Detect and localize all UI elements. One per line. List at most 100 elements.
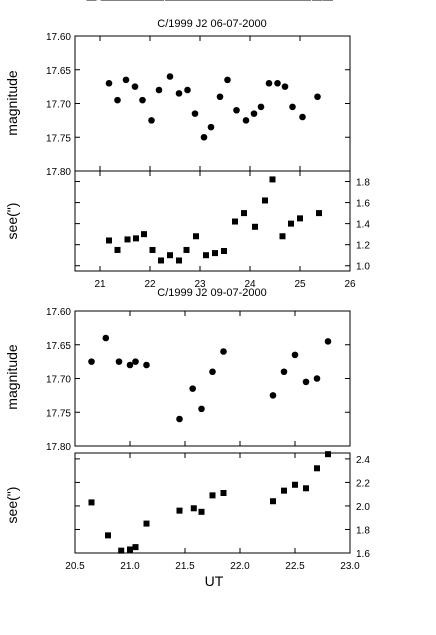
x-tick-label: 24 — [244, 279, 256, 290]
y-tick-label: 1.0 — [356, 262, 370, 273]
data-point — [88, 358, 95, 365]
y-tick-label: 17.70 — [46, 375, 71, 386]
data-point — [281, 83, 289, 90]
data-point — [118, 547, 125, 554]
data-point — [189, 385, 196, 392]
data-point — [212, 250, 218, 257]
data-point — [289, 103, 296, 111]
data-point — [176, 507, 183, 514]
data-point — [102, 334, 110, 342]
data-point — [209, 492, 216, 499]
data-point — [281, 487, 287, 494]
data-point — [131, 83, 139, 90]
chart-title: C/1999 J2 09-07-2000 — [157, 287, 266, 299]
y-axis-label: see(") — [4, 487, 20, 524]
x-tick-label: 25 — [294, 279, 306, 290]
data-point — [167, 252, 173, 259]
plot-frame — [74, 35, 351, 172]
data-point — [143, 520, 150, 527]
data-point — [203, 252, 209, 259]
x-tick-label: 26 — [344, 279, 356, 290]
data-point — [291, 351, 299, 359]
data-point — [303, 485, 309, 492]
data-point — [126, 361, 134, 369]
data-point — [221, 248, 227, 254]
data-point — [141, 231, 147, 238]
y-tick-label: 1.6 — [356, 549, 370, 560]
seeing-panel-1: 1.0 1.2 1.4 1.6 1.8 21 22 23 24 25 26 — [74, 170, 370, 290]
data-point — [257, 103, 265, 111]
data-point — [200, 133, 208, 141]
x-tick-label: 21 — [94, 279, 106, 290]
data-point — [176, 415, 183, 423]
data-point — [175, 90, 183, 97]
data-point — [139, 96, 146, 104]
data-point — [314, 93, 321, 101]
data-point — [198, 405, 205, 413]
data-point — [270, 498, 276, 505]
data-point — [207, 123, 215, 131]
y-tick-label: 17.65 — [46, 66, 71, 77]
data-point — [232, 218, 238, 225]
data-point — [274, 79, 281, 87]
data-point — [233, 106, 240, 114]
data-point — [124, 236, 131, 243]
data-point — [325, 451, 331, 458]
y-tick-label: 2.0 — [356, 502, 370, 513]
data-point — [252, 223, 258, 230]
y-axis-label: see(") — [4, 203, 20, 240]
data-point — [241, 210, 247, 217]
data-point — [198, 508, 205, 515]
x-tick-label: 21.5 — [175, 561, 195, 572]
data-point — [122, 76, 130, 84]
data-point — [292, 481, 298, 488]
data-point — [132, 544, 139, 551]
y-tick-label: 2.2 — [356, 478, 370, 489]
data-point — [220, 490, 227, 496]
data-point — [302, 378, 310, 386]
y-tick-label: 17.80 — [46, 442, 71, 453]
data-point — [114, 246, 121, 253]
data-point — [184, 86, 191, 94]
y-axis-label: magnitude — [4, 344, 20, 410]
y-tick-label: 1.6 — [356, 199, 370, 210]
y-tick-label: 17.60 — [46, 307, 71, 318]
x-tick-label: 22.5 — [285, 561, 305, 572]
data-point — [190, 505, 197, 512]
plot-frame — [74, 310, 351, 447]
y-tick-label: 1.8 — [356, 178, 370, 189]
data-point — [280, 368, 288, 376]
x-tick-label: 23.0 — [340, 561, 360, 572]
plot-frame — [74, 170, 351, 272]
y-tick-label: 17.75 — [46, 408, 71, 419]
data-point — [105, 532, 111, 539]
data-point — [114, 96, 121, 104]
y-tick-label: 1.4 — [356, 220, 370, 231]
data-point — [216, 93, 224, 101]
data-point — [279, 233, 286, 240]
data-point — [314, 465, 320, 472]
data-point — [106, 237, 112, 244]
x-tick-label: 23 — [194, 279, 206, 290]
data-point — [224, 76, 231, 84]
data-point — [183, 246, 190, 253]
y-tick-label: 17.65 — [46, 341, 71, 352]
x-tick-label: 22.0 — [230, 561, 250, 572]
x-tick-label: 22 — [144, 279, 156, 290]
y-tick-label: 17.70 — [46, 100, 71, 111]
seeing-panel-2: 1.6 1.8 2.0 2.2 2.4 20.5 21.0 21.5 22.0 22.5 23.0 — [65, 451, 370, 572]
data-point — [220, 348, 227, 355]
y-tick-label: 1.8 — [356, 525, 370, 536]
data-point — [269, 392, 277, 399]
data-point — [313, 375, 321, 382]
x-tick-label: 21.0 — [120, 561, 140, 572]
data-point — [115, 358, 123, 365]
data-point — [158, 257, 164, 264]
data-point — [191, 110, 199, 117]
y-axis-label: magnitude — [4, 70, 20, 136]
data-point — [133, 235, 139, 242]
y-tick-label: 17.80 — [46, 167, 71, 178]
data-point — [269, 176, 276, 183]
data-point — [262, 197, 268, 204]
